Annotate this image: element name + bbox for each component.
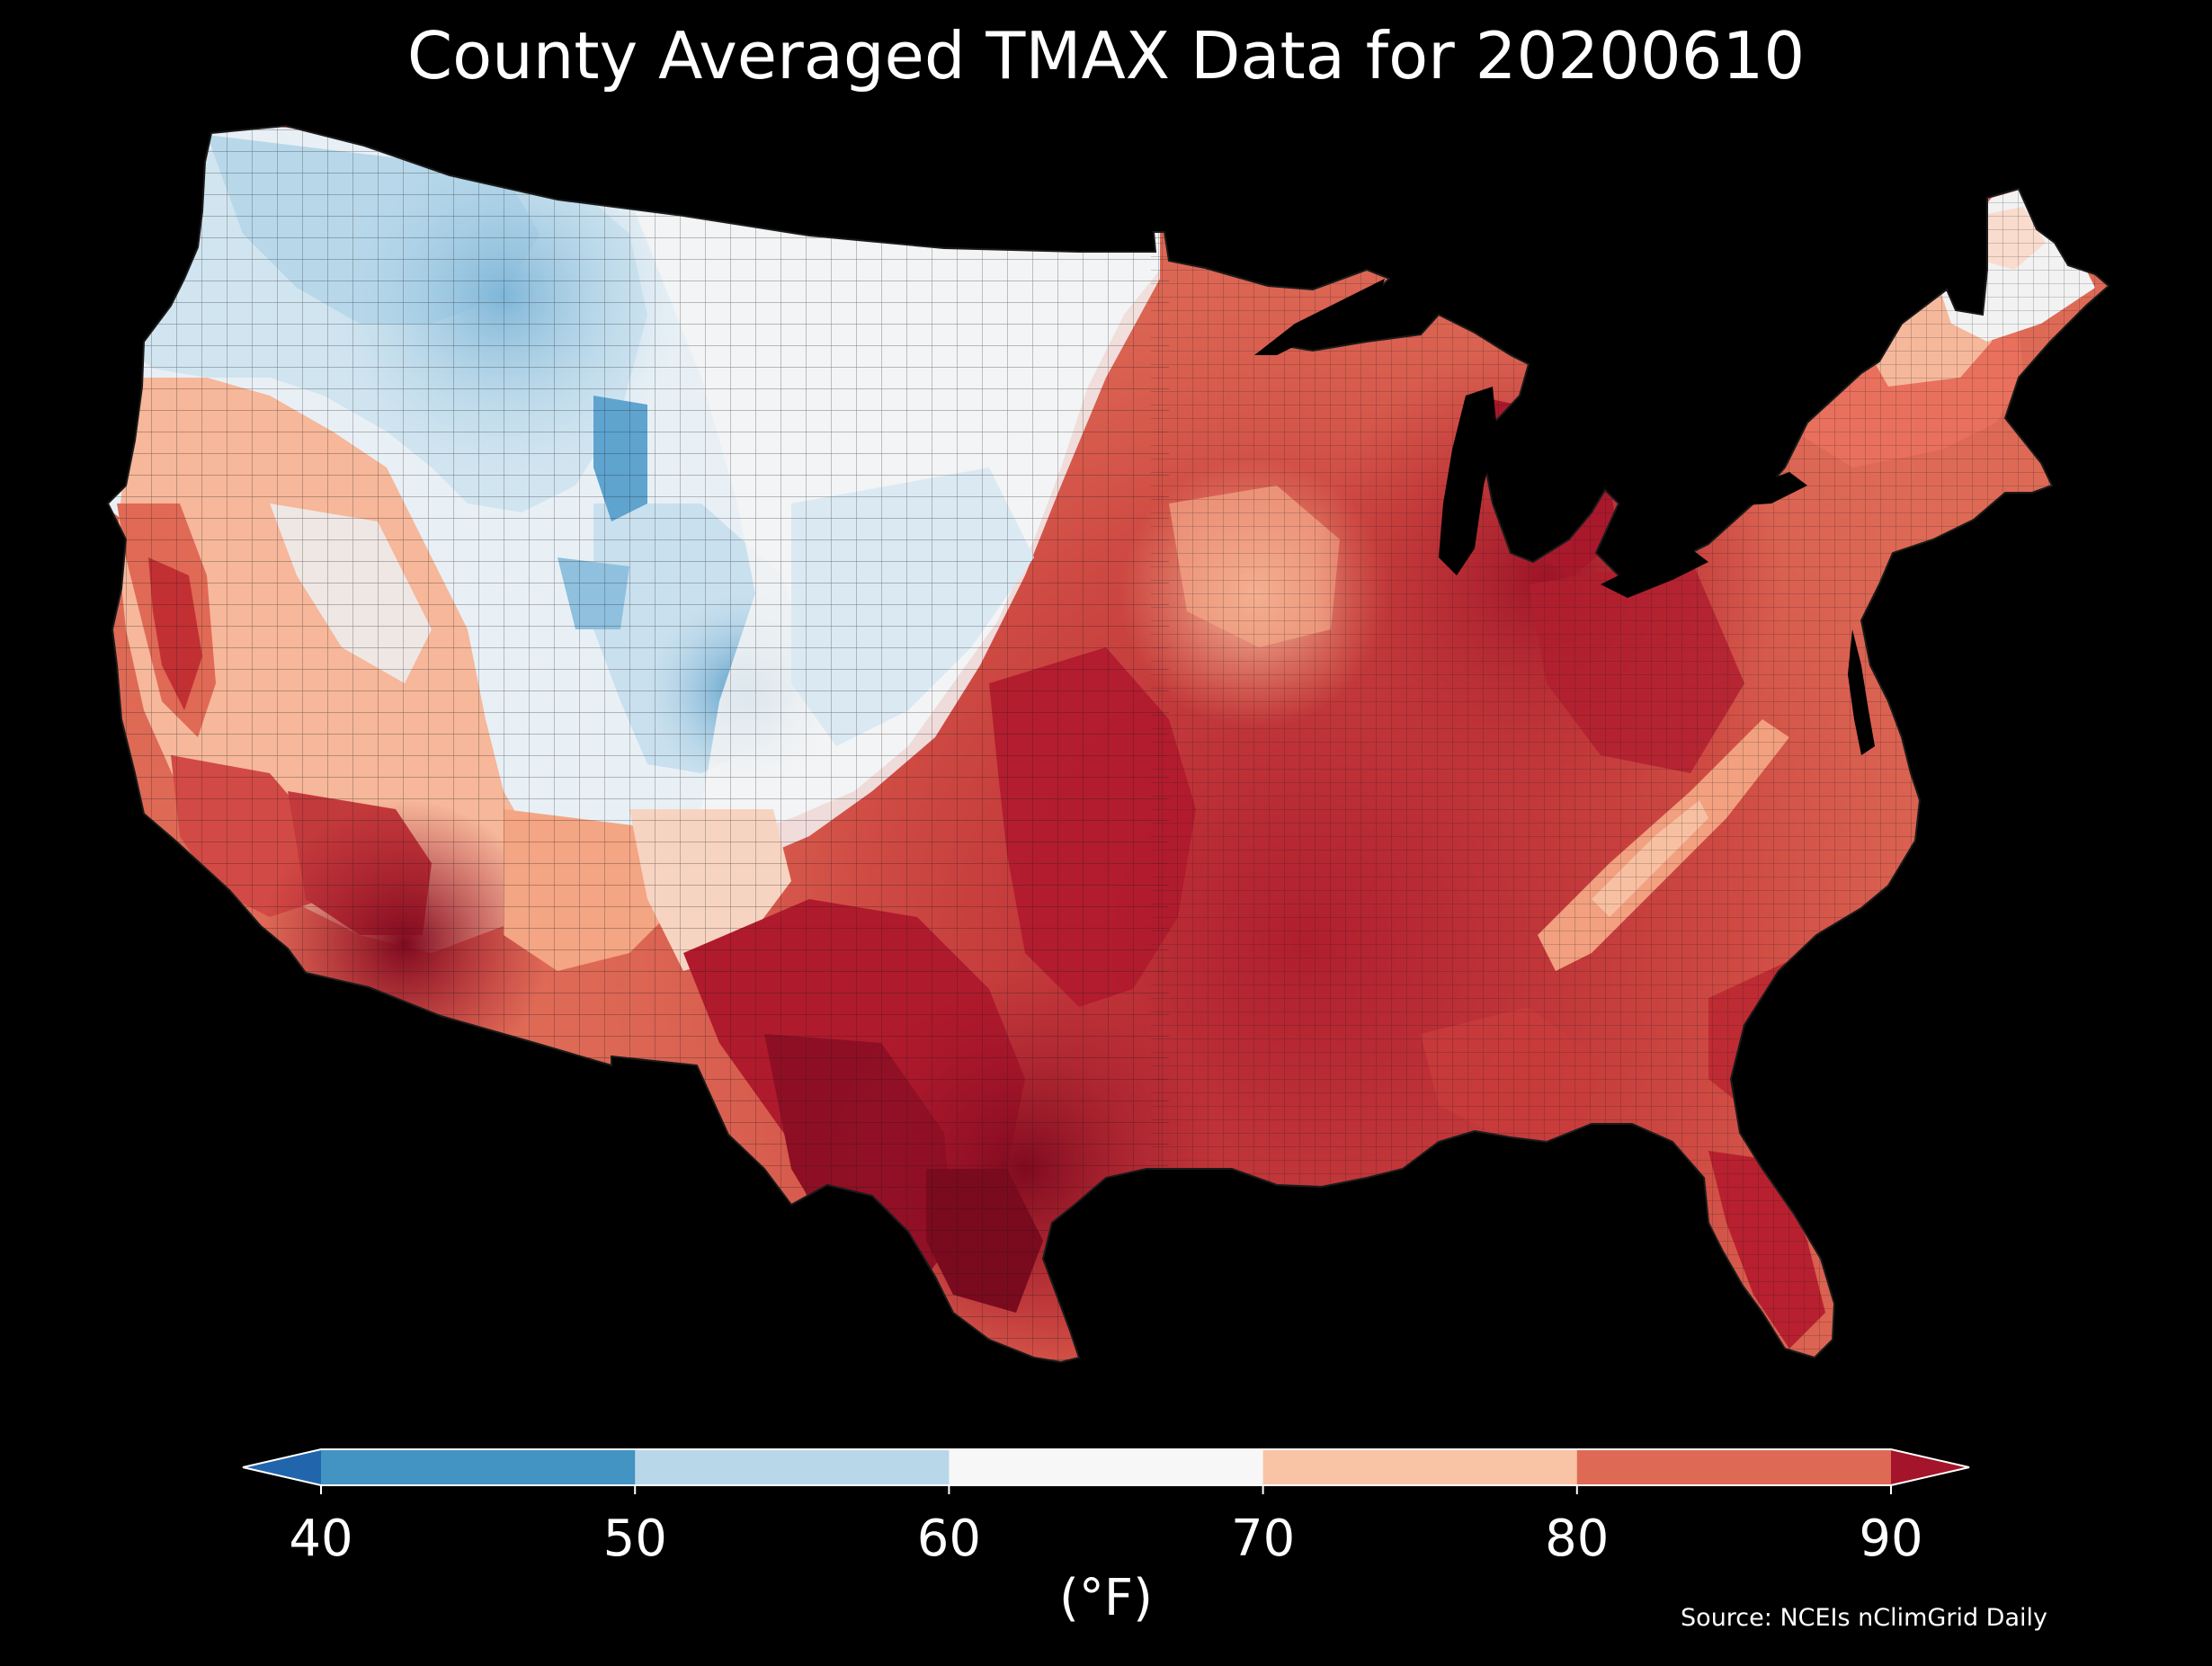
colorbar-tick-label: 70 [1231, 1510, 1295, 1568]
colorbar-tick-label: 80 [1545, 1510, 1609, 1568]
colorbar-bin-1 [321, 1449, 636, 1485]
colorbar-ticks: 40 50 60 70 80 90 [289, 1485, 1923, 1568]
colorbar-tick-label: 90 [1859, 1510, 1922, 1568]
colorbar-bins [243, 1449, 1969, 1485]
lake-michigan [1439, 387, 1497, 575]
lake-superior [1254, 279, 1385, 355]
source-credit: Source: NCEIs nClimGrid Daily [1681, 1604, 2047, 1632]
colorbar-outline [242, 1448, 1970, 1486]
colorbar-bin-0 [243, 1449, 321, 1485]
colorbar-tick-label: 40 [289, 1510, 352, 1568]
colorbar-tick-label: 50 [603, 1510, 667, 1568]
lake-erie [1601, 548, 1708, 598]
colorbar-bin-5 [1576, 1449, 1892, 1485]
map-title: County Averaged TMAX Data for 20200610 [406, 18, 1806, 94]
colorbar-tick-label: 60 [917, 1510, 981, 1568]
colorbar-bin-6 [1891, 1449, 1969, 1485]
lake-huron [1538, 360, 1610, 521]
colorbar-unit-label: (°F) [1059, 1569, 1153, 1627]
colorbar-bin-4 [1262, 1449, 1578, 1485]
lake-ontario [1740, 472, 1807, 505]
colorbar-bin-2 [635, 1449, 950, 1485]
chesapeake-bay [1848, 629, 1875, 755]
colorbar-bin-3 [949, 1449, 1264, 1485]
